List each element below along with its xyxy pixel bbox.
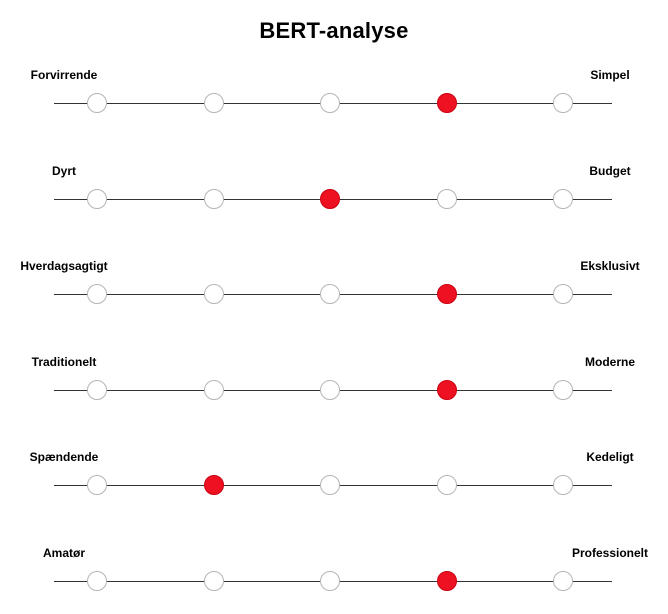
scale-option-4[interactable] [436,93,457,113]
scale-option-5[interactable] [553,379,573,400]
scale-option-2[interactable] [203,284,224,305]
scale-option-4[interactable] [436,571,457,591]
scale-option-4[interactable] [436,379,457,400]
scale-option-2[interactable] [203,379,224,400]
scale-row: Spændende Kedeligt [0,450,668,510]
scale-left-label: Spændende [29,450,99,465]
scale-option-3[interactable] [320,571,340,591]
scale-row: Traditionelt Moderne [0,355,668,415]
scale-option-3[interactable] [320,475,340,496]
scale-row: Amatør Professionelt [0,546,668,606]
scale-left-label: Dyrt [51,163,77,178]
scale-option-5[interactable] [553,475,573,496]
scale-right-label: Moderne [584,354,636,369]
scale-left-label: Forvirrende [30,68,98,82]
scale-right-label: Simpel [590,68,630,82]
scale-option-1[interactable] [87,284,107,305]
scale-option-5[interactable] [553,188,573,209]
scale-right-label: Kedeligt [586,450,634,465]
scale-option-5[interactable] [553,93,573,113]
scale-row: Hverdagsagtigt Eksklusivt [0,259,668,319]
scale-left-label: Hverdagsagtigt [20,259,108,274]
scale-option-4[interactable] [436,284,457,305]
scale-row: Dyrt Budget [0,164,668,224]
scale-option-4[interactable] [436,475,457,496]
scale-left-label: Traditionelt [31,354,97,369]
scale-option-2[interactable] [203,188,224,209]
scale-option-1[interactable] [87,93,107,113]
scale-option-5[interactable] [553,571,573,591]
scale-option-5[interactable] [553,284,573,305]
scale-option-4[interactable] [436,188,457,209]
scale-option-3[interactable] [320,93,340,113]
scale-right-label: Budget [589,163,631,178]
scale-option-1[interactable] [87,571,107,591]
scale-left-label: Amatør [42,546,86,560]
scale-right-label: Professionelt [571,546,649,560]
scale-option-3[interactable] [320,379,340,400]
scale-right-label: Eksklusivt [580,259,640,274]
scale-option-1[interactable] [87,188,107,209]
page-title: BERT-analyse [259,18,409,43]
scale-row: Forvirrende Simpel [0,68,668,128]
scale-option-1[interactable] [87,379,107,400]
scale-option-1[interactable] [87,475,107,496]
scale-option-3[interactable] [320,188,340,209]
scale-option-2[interactable] [203,475,224,496]
scale-option-3[interactable] [320,284,340,305]
scale-option-2[interactable] [203,93,224,113]
scale-option-2[interactable] [203,571,224,591]
